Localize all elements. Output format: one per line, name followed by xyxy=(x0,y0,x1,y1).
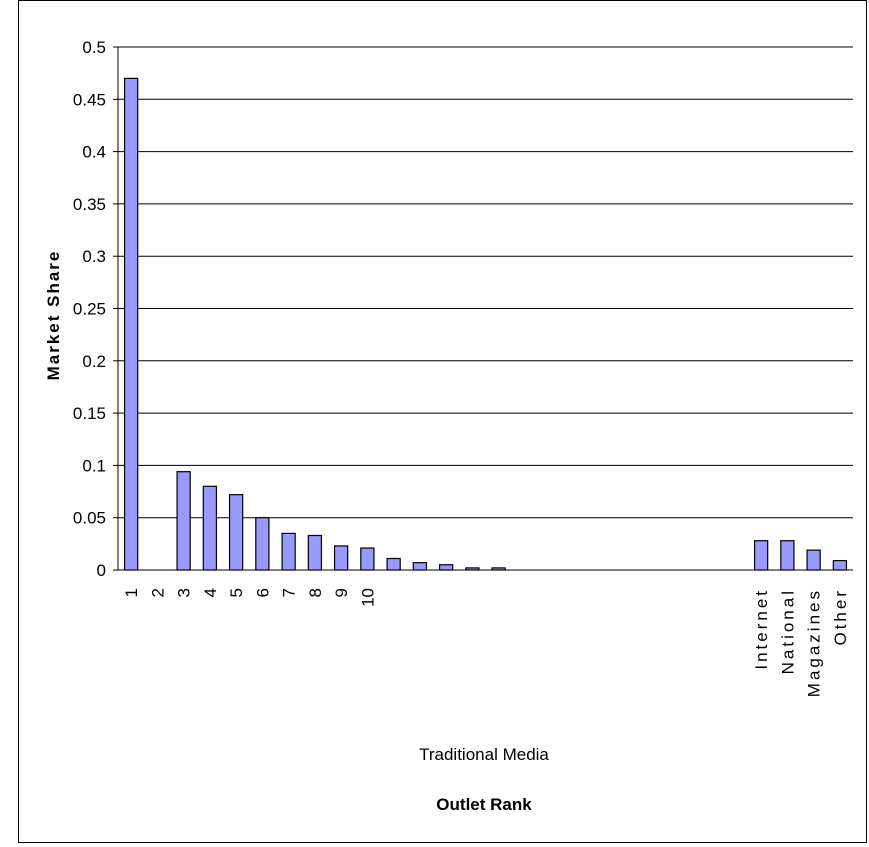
y-tick-label: 0.3 xyxy=(82,247,106,266)
bar xyxy=(412,562,428,571)
x-tick-label: 2 xyxy=(148,588,167,597)
x-tick-label: 4 xyxy=(201,588,220,597)
y-axis-title: Market Share xyxy=(44,250,63,381)
x-tick-label: Internet xyxy=(752,588,771,670)
bar xyxy=(228,494,244,571)
y-tick-label: 0.4 xyxy=(82,143,106,162)
y-tick-label: 0.15 xyxy=(73,404,106,423)
axes xyxy=(117,47,853,571)
x-tick-label: 1 xyxy=(122,588,141,597)
bar xyxy=(438,564,454,571)
bar xyxy=(806,549,821,571)
x-tick-label: 8 xyxy=(306,588,325,597)
y-tick-label: 0.5 xyxy=(82,38,106,57)
x-category-labels: 1 2 3 4 5 6 7 8 9 10 Internet National Magazines Othe… xyxy=(122,588,850,697)
x-axis-sublabel: Traditional Media xyxy=(419,745,549,764)
x-tick-label: 5 xyxy=(227,588,246,597)
y-tick-labels: 0 0.05 0.1 0.15 0.2 0.25 0.3 0.35 0.4 0.45 0.5 xyxy=(73,38,106,580)
y-tick-label: 0.25 xyxy=(73,300,106,319)
bar xyxy=(255,517,270,571)
y-tick-label: 0 xyxy=(97,561,106,580)
bar xyxy=(386,557,401,571)
bar xyxy=(780,540,795,571)
bar xyxy=(281,532,296,571)
y-tick-label: 0.35 xyxy=(73,195,106,214)
x-tick-label: 6 xyxy=(253,588,272,597)
bar xyxy=(123,77,139,571)
y-tick-label: 0.2 xyxy=(82,352,106,371)
x-tick-label: 9 xyxy=(332,588,351,597)
bar xyxy=(307,534,323,571)
x-axis-title: Outlet Rank xyxy=(436,795,532,814)
x-tick-label: 3 xyxy=(175,588,194,597)
x-tick-label: 7 xyxy=(280,588,299,597)
bar xyxy=(202,485,218,571)
x-tick-label: Magazines xyxy=(805,588,824,697)
bar xyxy=(832,559,848,571)
y-tick-label: 0.1 xyxy=(82,456,106,475)
x-tick-label: Other xyxy=(831,588,850,646)
y-tick-label: 0.45 xyxy=(73,90,106,109)
bar xyxy=(360,547,375,571)
gridlines xyxy=(113,46,853,571)
y-tick-label: 0.05 xyxy=(73,509,106,528)
bars xyxy=(123,77,848,571)
bar xyxy=(333,545,349,571)
bar xyxy=(176,471,191,571)
x-tick-label: National xyxy=(778,588,797,674)
x-tick-label: 10 xyxy=(358,588,377,607)
bar xyxy=(753,540,769,571)
